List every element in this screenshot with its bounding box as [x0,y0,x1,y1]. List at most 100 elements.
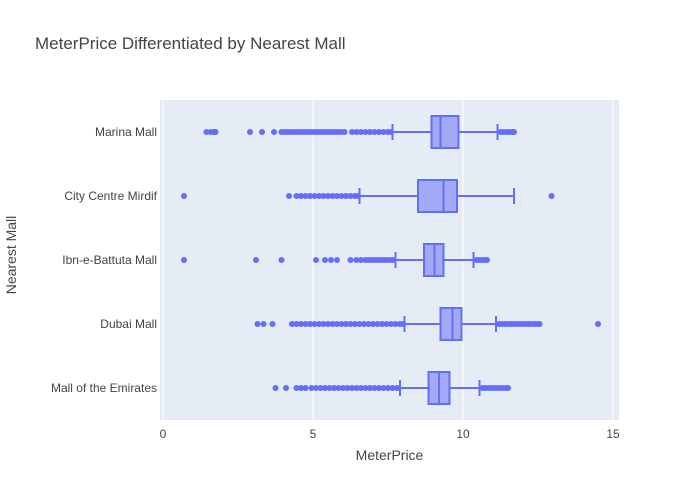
outlier-point [311,193,318,199]
outlier-point [349,129,355,135]
outlier-point [511,129,517,135]
x-tick-label: 10 [456,427,470,441]
outlier-point [385,385,391,391]
outlier-point [358,257,364,263]
box-group [254,307,601,341]
outlier-point [308,385,315,391]
x-tick-label: 5 [310,427,317,441]
outlier-point [338,321,345,327]
outlier-point [389,257,396,263]
outlier-point [313,257,319,263]
chart-title: MeterPrice Differentiated by Nearest Mal… [35,34,346,53]
box-iqr [417,179,458,213]
outlier-point [326,385,333,391]
outlier-point [355,193,361,199]
outlier-point [334,321,340,327]
outlier-point [343,321,349,327]
outlier-point [298,385,304,391]
outlier-point [338,193,345,199]
outlier-point [349,385,355,391]
box-group [203,115,517,149]
outlier-point [344,385,351,391]
outlier-point [353,385,360,391]
outlier-point [400,321,406,327]
outlier-point [283,385,289,391]
outlier-point [307,193,313,199]
outlier-point [371,129,378,135]
x-tick-label: 15 [606,427,620,441]
outlier-point [392,321,399,327]
outlier-point [343,193,349,199]
outlier-point [329,193,336,199]
y-category-labels: Marina Mall City Centre Mirdif Ibn-e-Battu… [51,125,158,395]
x-tick-labels: 0 5 10 15 [160,427,620,441]
outlier-point [320,321,327,327]
outlier-point [302,193,309,199]
outlier-point [347,257,354,263]
outlier-point [298,193,304,199]
outlier-point [254,321,261,327]
outlier-point [269,321,276,327]
outlier-point [365,321,372,327]
outlier-point [322,385,328,391]
box-layer [181,115,601,405]
outlier-point [358,129,364,135]
outlier-point [181,193,187,199]
outlier-point [302,385,309,391]
y-axis-title: Nearest Mall [3,215,19,295]
outlier-point [341,129,348,135]
outlier-point [289,321,295,327]
x-tick-label: 0 [160,427,167,441]
outlier-point [334,257,340,263]
outlier-point [389,385,396,391]
box-group [181,243,490,277]
outlier-point [371,385,378,391]
outlier-point [322,257,328,263]
outlier-point [362,385,369,391]
outlier-point [329,321,336,327]
outlier-point [253,257,259,263]
outlier-point [536,321,543,327]
outlier-point [325,321,331,327]
outlier-point [362,129,369,135]
outlier-point [595,321,601,327]
outlier-point [380,385,387,391]
outlier-point [347,193,354,199]
y-category-label: Ibn-e-Battuta Mall [62,253,157,267]
box-iqr [430,115,460,149]
outlier-point [394,385,400,391]
outlier-point [212,129,219,135]
y-category-label: Marina Mall [95,125,157,139]
outlier-point [302,321,309,327]
box-iqr [439,307,463,341]
outlier-point [293,321,300,327]
outlier-point [505,385,511,391]
outlier-point [383,321,390,327]
outlier-point [317,385,324,391]
outlier-point [358,385,364,391]
outlier-point [271,129,277,135]
y-category-label: City Centre Mirdif [64,189,157,203]
outlier-point [247,129,253,135]
outlier-point [356,321,363,327]
outlier-point [367,129,373,135]
outlier-point [307,321,313,327]
outlier-point [313,385,319,391]
outlier-point [370,321,376,327]
outlier-point [353,129,360,135]
outlier-point [548,193,555,199]
box-group [272,371,511,405]
outlier-point [361,321,367,327]
outlier-point [298,321,304,327]
outlier-point [320,193,327,199]
outlier-point [328,257,334,263]
outlier-point [259,129,265,135]
outlier-point [286,193,292,199]
outlier-point [335,385,342,391]
outlier-point [352,321,358,327]
box-group [181,179,555,213]
outlier-point [388,321,394,327]
outlier-point [203,129,210,135]
